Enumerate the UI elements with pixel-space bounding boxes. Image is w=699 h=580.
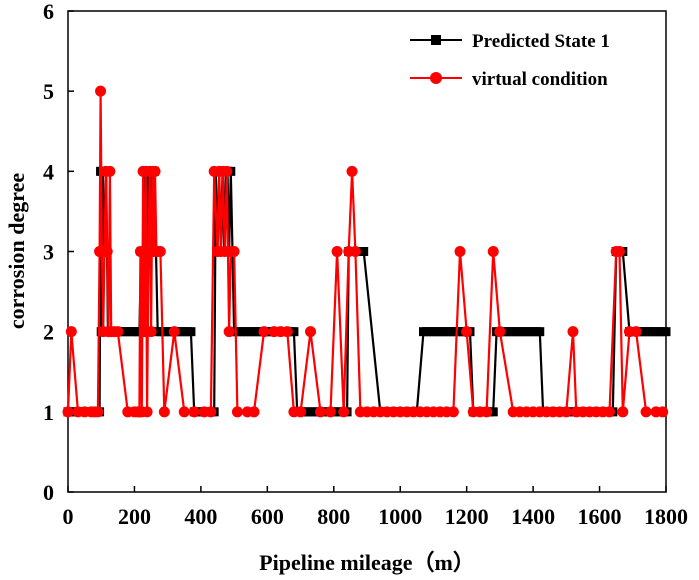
legend-label-virtual: virtual condition [472, 69, 608, 90]
series-line [68, 170, 666, 413]
legend-marker-virtual [430, 72, 442, 84]
data-point [617, 406, 629, 418]
y-tick-label: 1 [43, 400, 54, 425]
x-tick-label: 600 [251, 504, 284, 529]
data-point [101, 246, 113, 257]
data-point [134, 246, 146, 257]
data-point [567, 326, 579, 338]
data-point [205, 406, 217, 418]
legend-marker-predicted [431, 35, 441, 45]
data-point [349, 246, 361, 257]
data-point [154, 246, 166, 257]
axes: 0 200 400 600 800 1000 1200 1400 1600 1800 0 1 2 3 4 5 6 [43, 0, 688, 529]
data-point [248, 406, 260, 418]
data-point [92, 406, 104, 418]
data-point [141, 406, 153, 418]
data-point [62, 406, 74, 418]
data-point [258, 326, 270, 338]
data-point [604, 406, 616, 418]
series-virtual-condition [62, 85, 669, 418]
data-point [613, 246, 625, 257]
x-tick-label: 1200 [445, 504, 489, 529]
series-layer [62, 85, 671, 418]
y-tick-label: 2 [43, 320, 54, 345]
data-point [346, 165, 358, 177]
data-point [112, 326, 124, 338]
data-point [168, 326, 180, 338]
x-tick-label: 1600 [578, 504, 622, 529]
x-tick-label: 1800 [644, 504, 688, 529]
x-tick-label: 800 [317, 504, 350, 529]
data-point [338, 406, 350, 418]
x-tick-label: 0 [63, 504, 74, 529]
x-tick-label: 1000 [378, 504, 422, 529]
data-point [640, 406, 652, 418]
data-point [186, 327, 196, 337]
data-point [560, 406, 572, 418]
data-point [95, 85, 107, 97]
data-point [487, 246, 499, 257]
y-tick-label: 5 [43, 79, 54, 104]
data-point [149, 165, 161, 177]
data-point [535, 327, 545, 337]
data-point [454, 246, 466, 257]
data-point [305, 326, 317, 338]
y-tick-label: 3 [43, 240, 54, 265]
data-point [314, 406, 326, 418]
data-point [331, 246, 343, 257]
x-tick-label: 400 [184, 504, 217, 529]
data-point [158, 406, 170, 418]
data-point [630, 326, 642, 338]
data-point [488, 407, 498, 417]
data-point [657, 406, 669, 418]
data-point [324, 406, 336, 418]
data-point [188, 406, 200, 418]
data-point [661, 327, 671, 337]
data-point [231, 406, 243, 418]
data-point [223, 326, 235, 338]
data-point [289, 327, 299, 337]
y-axis-title: corrosion degree [4, 173, 29, 329]
x-tick-label: 200 [118, 504, 151, 529]
data-point [281, 326, 293, 338]
y-tick-label: 6 [43, 0, 54, 24]
legend-label-predicted: Predicted State 1 [472, 31, 610, 52]
data-point [447, 406, 459, 418]
data-point [65, 326, 77, 338]
data-point [228, 246, 240, 257]
data-point [295, 406, 307, 418]
data-point [481, 406, 493, 418]
data-point [178, 406, 190, 418]
data-point [461, 326, 473, 338]
y-tick-label: 0 [43, 480, 54, 505]
y-tick-label: 4 [43, 159, 54, 184]
legend: Predicted State 1 virtual condition [410, 31, 610, 90]
data-point [104, 165, 116, 177]
data-point [359, 247, 369, 256]
data-point [145, 326, 157, 338]
x-axis-title: Pipeline mileage（m） [259, 550, 475, 575]
data-point [494, 326, 506, 338]
data-point [221, 165, 233, 177]
x-tick-label: 1400 [511, 504, 555, 529]
